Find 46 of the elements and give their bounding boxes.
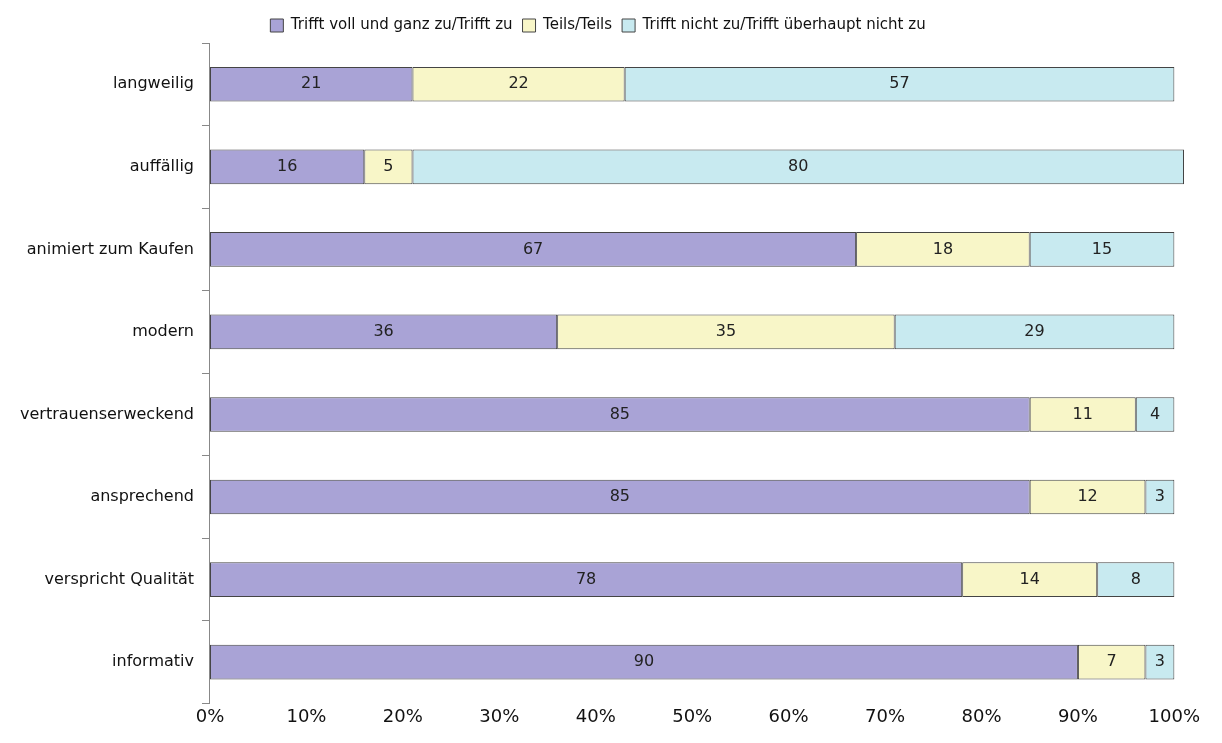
data-label: 18 <box>932 238 954 258</box>
data-label: 29 <box>1024 321 1045 341</box>
data-label: 67 <box>522 238 544 258</box>
data-label: 3 <box>1154 651 1165 671</box>
data-label: 90 <box>633 651 655 671</box>
data-label: 85 <box>609 403 631 423</box>
x-tick-label: 10% <box>286 704 327 726</box>
data-label: 16 <box>276 155 298 175</box>
y-tick-label: auffällig <box>129 155 194 175</box>
data-label: 7 <box>1106 651 1117 671</box>
x-tick-label: 20% <box>382 704 423 726</box>
y-tick-label: ansprechend <box>90 486 194 506</box>
y-tick-label: animiert zum Kaufen <box>26 238 194 258</box>
x-tick-label: 100% <box>1148 704 1201 726</box>
data-label: 21 <box>301 73 322 93</box>
x-tick-label: 0% <box>195 704 225 726</box>
data-label: 35 <box>715 321 737 341</box>
legend-label: Trifft voll und ganz zu/Trifft zu <box>289 15 513 34</box>
y-tick-label: verspricht Qualität <box>44 568 194 588</box>
y-tick-label: langweilig <box>113 73 194 93</box>
x-tick-label: 30% <box>479 704 520 726</box>
data-label: 80 <box>788 155 809 175</box>
data-label: 12 <box>1077 486 1098 506</box>
data-label: 78 <box>575 568 597 588</box>
data-label: 8 <box>1130 568 1141 588</box>
x-tick-label: 60% <box>768 704 809 726</box>
data-label: 85 <box>609 486 631 506</box>
data-label: 15 <box>1091 238 1113 258</box>
data-label: 3 <box>1154 486 1165 506</box>
x-tick-label: 70% <box>865 704 906 726</box>
data-label: 5 <box>383 155 394 175</box>
x-tick-label: 40% <box>575 704 616 726</box>
y-tick-label: informativ <box>112 651 194 671</box>
y-tick-label: vertrauenserweckend <box>19 403 194 423</box>
data-label: 22 <box>508 73 529 93</box>
x-tick-label: 50% <box>672 704 713 726</box>
data-label: 4 <box>1149 403 1161 423</box>
data-label: 14 <box>1019 568 1040 588</box>
legend-label: Trifft nicht zu/Trifft überhaupt nicht zu <box>641 15 926 34</box>
y-tick-label: modern <box>132 321 194 341</box>
data-label: 36 <box>373 321 394 341</box>
x-tick-label: 90% <box>1057 704 1098 726</box>
legend-label: Teils/Teils <box>542 15 613 34</box>
x-tick-label: 80% <box>961 704 1002 726</box>
data-label: 57 <box>889 73 910 93</box>
data-label: 11 <box>1072 403 1093 423</box>
